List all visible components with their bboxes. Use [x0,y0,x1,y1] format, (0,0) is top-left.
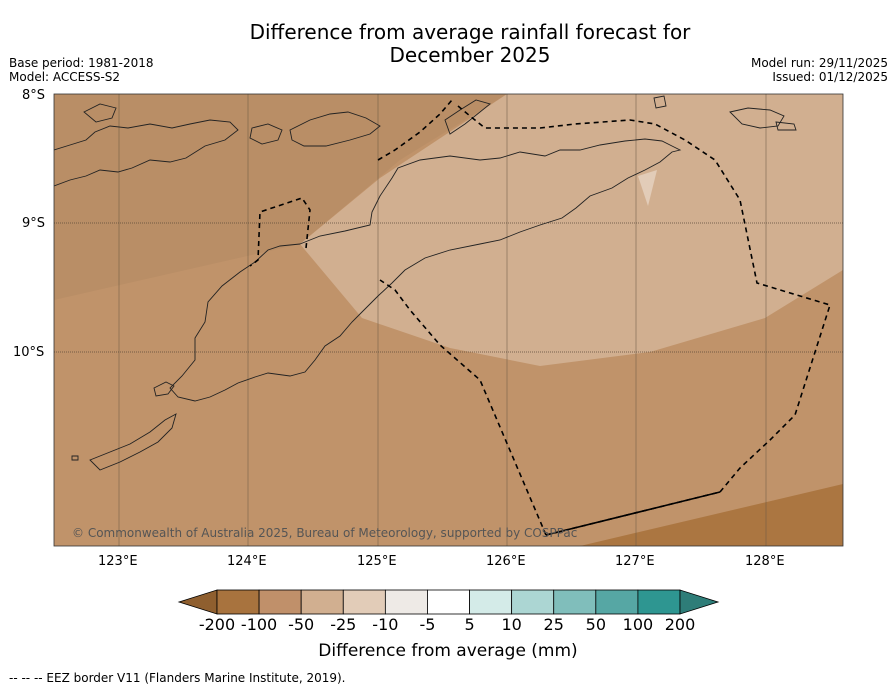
ne-islet-coastline [653,95,667,109]
lat-label-8s: 8°S [22,88,46,103]
lon-label-125e: 125°E [357,554,397,569]
lat-label-10s: 10°S [13,345,45,360]
savu-coastline [89,413,177,471]
field-nw-region [54,94,507,300]
rote-coastline [153,381,175,397]
colorbar-segment [342,589,386,615]
colorbar-segment [469,589,513,615]
lon-label-127e: 127°E [615,554,655,569]
issued-label: Issued: 01/12/2025 [772,70,888,84]
lon-label-128e: 128°E [745,554,785,569]
map-title-line2: December 2025 [389,43,551,67]
colorbar-tick-label: -200 [198,615,236,634]
colorbar-segment [553,589,597,615]
eez-border-solid [545,491,721,536]
field-light-region [638,170,657,206]
timor-coastline [169,138,682,402]
colorbar-tick-label: -5 [419,615,436,634]
colorbar-extend-high [679,589,720,615]
colorbar-tick-label: 25 [543,615,564,634]
base-period-label: Base period: 1981-2018 [9,56,154,70]
map-title-line1: Difference from average rainfall forecas… [249,20,691,44]
colorbar-segment [216,589,260,615]
flores-coastline [54,119,239,187]
colorbar [177,589,720,615]
model-label: Model: ACCESS-S2 [9,70,121,84]
colorbar-segment [300,589,344,615]
colorbar-segment [595,589,639,615]
colorbar-segment [384,589,428,615]
map-frame [53,93,844,547]
colorbar-tick-label: -25 [330,615,357,634]
colorbar-tick-label: -10 [372,615,399,634]
lat-label-9s: 9°S [22,216,46,231]
colorbar-segment [637,589,681,615]
ne-islet2-coastline [775,121,797,131]
colorbar-segment [511,589,555,615]
colorbar-title: Difference from average (mm) [318,641,578,661]
colorbar-tick-label: 5 [464,615,475,634]
alor-coastline [289,111,381,147]
wetar-coastline [444,99,491,135]
colorbar-tick-label: 100 [622,615,654,634]
copyright-notice: © Commonwealth of Australia 2025, Bureau… [72,526,578,540]
model-run-label: Model run: 29/11/2025 [750,56,888,70]
sw-islet-coastline [71,455,79,461]
colorbar-extend-low [177,589,218,615]
colorbar-tick-label: 10 [501,615,522,634]
colorbar-segment [258,589,302,615]
field-strong-dry-region [580,484,843,546]
eez-legend-note: -- -- -- EEZ border V11 (Flanders Marine… [9,671,346,685]
lon-label-126e: 126°E [486,554,526,569]
colorbar-segment [427,589,470,615]
colorbar-tick-label: 200 [664,615,696,634]
pantar-coastline [249,123,283,145]
nw-islet-coastline [83,103,117,123]
colorbar-tick-label: -100 [240,615,278,634]
lon-label-124e: 124°E [227,554,267,569]
colorbar-tick-label: -50 [288,615,315,634]
field-moderate-region [300,94,843,366]
ne-island-coastline [729,107,785,129]
map-gridlines [118,94,767,546]
colorbar-tick-label: 50 [585,615,606,634]
lon-label-123e: 123°E [98,554,138,569]
